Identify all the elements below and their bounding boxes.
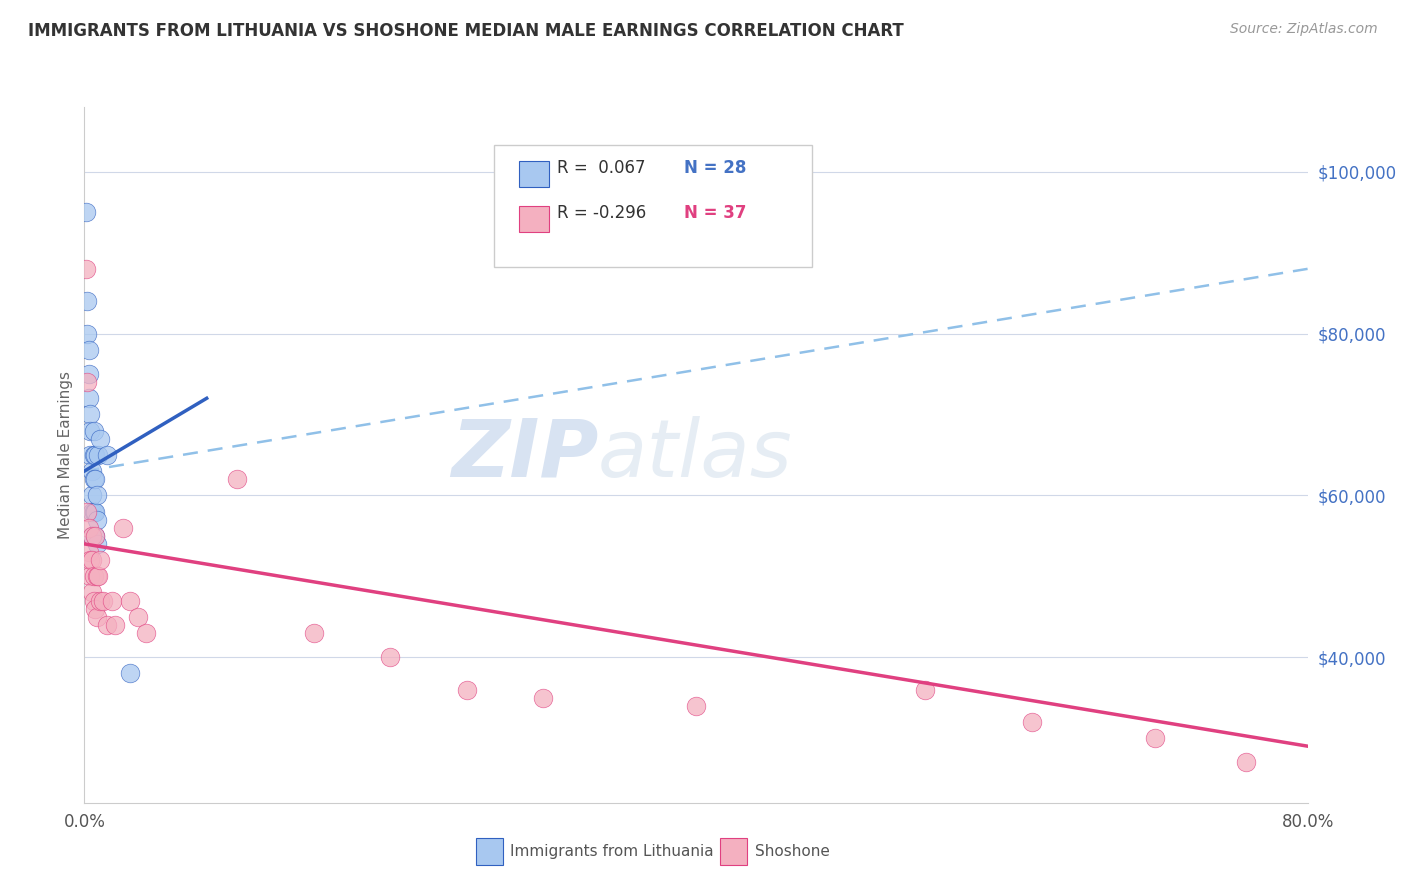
Point [83, 504, 105, 518]
Point [120, 666, 142, 681]
Point [77, 343, 100, 357]
Point [86, 569, 108, 583]
Point [83, 424, 105, 438]
Point [914, 682, 936, 697]
Text: R = -0.296: R = -0.296 [557, 204, 645, 222]
Text: R =  0.067: R = 0.067 [557, 159, 645, 178]
Point [91, 593, 114, 607]
Point [79, 448, 101, 462]
Text: ZIP: ZIP [451, 416, 598, 494]
Point [84, 601, 107, 615]
Point [86, 513, 108, 527]
Point [77, 392, 100, 406]
Point [456, 682, 478, 697]
Point [83, 593, 105, 607]
Point [80, 464, 103, 478]
Point [84, 529, 107, 543]
Point [76, 504, 98, 518]
Point [80, 504, 103, 518]
FancyBboxPatch shape [475, 838, 503, 865]
Point [96, 448, 118, 462]
Point [96, 617, 118, 632]
FancyBboxPatch shape [519, 206, 550, 232]
Point [86, 537, 108, 551]
Point [84, 472, 107, 486]
Point [76, 326, 98, 341]
Point [75, 261, 97, 276]
Point [101, 593, 124, 607]
Point [75, 205, 97, 219]
Text: IMMIGRANTS FROM LITHUANIA VS SHOSHONE MEDIAN MALE EARNINGS CORRELATION CHART: IMMIGRANTS FROM LITHUANIA VS SHOSHONE ME… [28, 22, 904, 40]
Text: atlas: atlas [598, 416, 793, 494]
Point [84, 448, 107, 462]
Text: Shoshone: Shoshone [755, 844, 830, 859]
Point [302, 626, 325, 640]
FancyBboxPatch shape [494, 145, 813, 267]
Text: N = 37: N = 37 [683, 204, 747, 222]
FancyBboxPatch shape [720, 838, 748, 865]
Point [77, 367, 100, 381]
Point [79, 553, 101, 567]
Point [80, 585, 103, 599]
Point [84, 529, 107, 543]
Point [89, 593, 111, 607]
Point [104, 617, 127, 632]
Point [685, 698, 707, 713]
Point [80, 529, 103, 543]
Point [83, 569, 105, 583]
Point [120, 593, 142, 607]
Y-axis label: Median Male Earnings: Median Male Earnings [58, 371, 73, 539]
Point [86, 488, 108, 502]
Point [87, 569, 110, 583]
Point [1021, 714, 1043, 729]
Point [80, 529, 103, 543]
Point [135, 626, 157, 640]
Text: N = 28: N = 28 [683, 159, 747, 178]
Point [79, 569, 101, 583]
Point [111, 521, 134, 535]
Point [226, 472, 249, 486]
Point [76, 375, 98, 389]
Point [83, 472, 105, 486]
Point [80, 488, 103, 502]
Point [380, 650, 402, 665]
Point [87, 448, 110, 462]
Point [76, 294, 98, 309]
Point [531, 690, 554, 705]
Point [127, 609, 149, 624]
Point [79, 408, 101, 422]
Point [1236, 756, 1258, 770]
Point [89, 553, 111, 567]
Point [1143, 731, 1166, 745]
Point [84, 504, 107, 518]
Point [79, 424, 101, 438]
Point [83, 448, 105, 462]
Text: Immigrants from Lithuania: Immigrants from Lithuania [510, 844, 714, 859]
Point [77, 545, 100, 559]
FancyBboxPatch shape [519, 161, 550, 187]
Point [80, 553, 103, 567]
Point [89, 432, 111, 446]
Text: Source: ZipAtlas.com: Source: ZipAtlas.com [1230, 22, 1378, 37]
Point [77, 521, 100, 535]
Point [86, 609, 108, 624]
